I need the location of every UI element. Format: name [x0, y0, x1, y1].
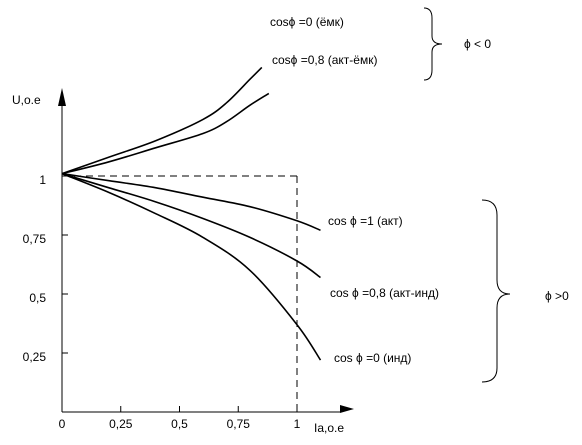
x-tick-label: 1 — [294, 417, 301, 431]
label-cos08-active-inductive: cos ϕ =0,8 (акт-инд) — [330, 286, 439, 300]
series-line-0 — [61, 66, 263, 175]
y-axis-arrow — [58, 88, 66, 106]
y-axis-title: U,о.е — [12, 93, 41, 107]
x-tick-label: 0,75 — [227, 417, 251, 431]
group-label-phi-positive: ϕ >0 — [545, 289, 569, 303]
y-tick-label: 0,75 — [23, 232, 47, 246]
x-tick-label: 0,5 — [171, 417, 188, 431]
series-line-3 — [61, 172, 321, 279]
y-tick-label: 0,5 — [29, 291, 46, 305]
x-tick-label: 0,25 — [109, 417, 133, 431]
brace-phi-positive — [481, 199, 511, 383]
x-axis-arrow — [340, 405, 354, 413]
series-line-1 — [61, 92, 270, 175]
brace-phi-negative — [423, 7, 443, 81]
y-tick-label: 0,25 — [23, 350, 47, 364]
series-line-2 — [61, 172, 321, 232]
label-cos0-inductive: cos ϕ =0 (инд) — [334, 351, 411, 365]
series-line-4 — [61, 172, 322, 361]
y-tick-label: 1 — [39, 173, 46, 187]
x-tick-label: 0 — [59, 417, 66, 431]
label-cos1-active: cos ϕ =1 (акт) — [328, 214, 403, 228]
x-axis-title: Iа,о.е — [314, 421, 344, 435]
label-cos08-active-capacitive: cosϕ =0,8 (акт-ёмк) — [272, 53, 377, 67]
group-label-phi-negative: ϕ < 0 — [464, 37, 491, 51]
label-cos0-capacitive: cosϕ =0 (ёмк) — [270, 15, 344, 29]
